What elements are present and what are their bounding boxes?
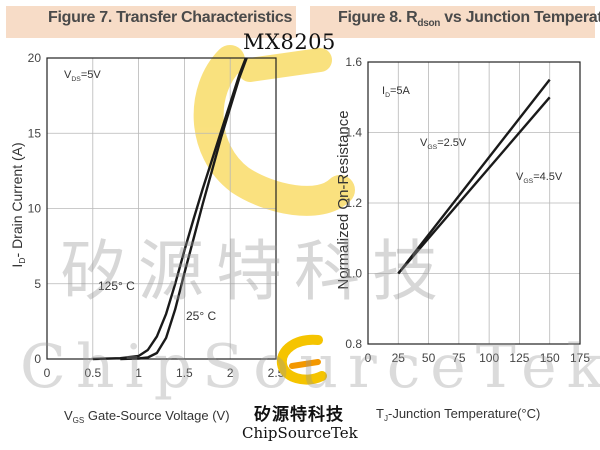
watermark-latin: ChipSourceTek: [20, 332, 600, 402]
y-tick-label: 0.8: [345, 337, 362, 351]
logo-cn-text: 矽源特科技: [254, 405, 344, 425]
series-line: [397, 78, 551, 275]
x-tick-label: 150: [540, 351, 560, 365]
figure8-header-band: [310, 6, 595, 38]
x-tick-label: 1.5: [176, 366, 193, 380]
x-tick-label: 100: [479, 351, 499, 365]
x-tick-label: 1: [135, 366, 142, 380]
series-label-125c: 125° C: [98, 279, 135, 293]
y-tick-label: 1.0: [345, 267, 362, 281]
x-tick-label: 0: [365, 351, 372, 365]
y-tick-label: 10: [28, 202, 42, 216]
x-tick-label: 175: [570, 351, 590, 365]
series-line: [92, 57, 247, 361]
series-line: [397, 96, 551, 275]
x-axis-label: VGS Gate-Source Voltage (V): [64, 408, 230, 425]
annotation-vds: VDS=5V: [64, 69, 101, 83]
figure7-title: Figure 7. Transfer Characteristics: [48, 9, 293, 26]
watermark-cn: 矽源特科技: [60, 233, 450, 310]
y-tick-label: 15: [28, 126, 42, 140]
series-label-vgs-4-5v: VGS=4.5V: [516, 171, 563, 185]
y-tick-label: 1.4: [345, 126, 362, 140]
watermark-logo: [193, 45, 355, 216]
x-tick-label: 75: [452, 351, 466, 365]
series-line: [120, 57, 248, 361]
y-tick-label: 1.2: [345, 196, 362, 210]
y-axis-label: ID- Drain Current (A): [9, 142, 27, 267]
chipsourcetek-logo-mark: [276, 334, 327, 385]
plot-frame: [367, 61, 581, 345]
y-tick-label: 0: [34, 352, 41, 366]
annotation-id: ID=5A: [382, 85, 411, 99]
x-tick-label: 2: [227, 366, 234, 380]
figure8-title: Figure 8. Rdson vs Junction Temperature: [338, 9, 600, 30]
y-tick-label: 1.6: [345, 55, 362, 69]
x-tick-label: 25: [392, 351, 406, 365]
y-tick-label: 5: [34, 277, 41, 291]
x-tick-label: 0.5: [84, 366, 101, 380]
logo-en-text: ChipSourceTek: [242, 424, 358, 442]
figure7-header-band: [6, 6, 296, 38]
x-tick-label: 0: [44, 366, 51, 380]
plot-frame: [46, 57, 277, 360]
y-axis-label-2: Normalized On-Resistance: [335, 110, 352, 289]
y-tick-label: 20: [28, 51, 42, 65]
x-tick-label: 125: [509, 351, 529, 365]
x-axis-label-2: TJ-Junction Temperature(°C): [376, 406, 540, 423]
series-label-vgs-2-5v: VGS=2.5V: [420, 137, 467, 151]
x-tick-label: 50: [422, 351, 436, 365]
series-label-25c: 25° C: [186, 309, 216, 323]
rdson-vs-temperature-chart: 0 25 50 75 100 125 150 175 0.8 1.0 1.2 1.4 1.6 ID=5A V…: [335, 55, 590, 423]
